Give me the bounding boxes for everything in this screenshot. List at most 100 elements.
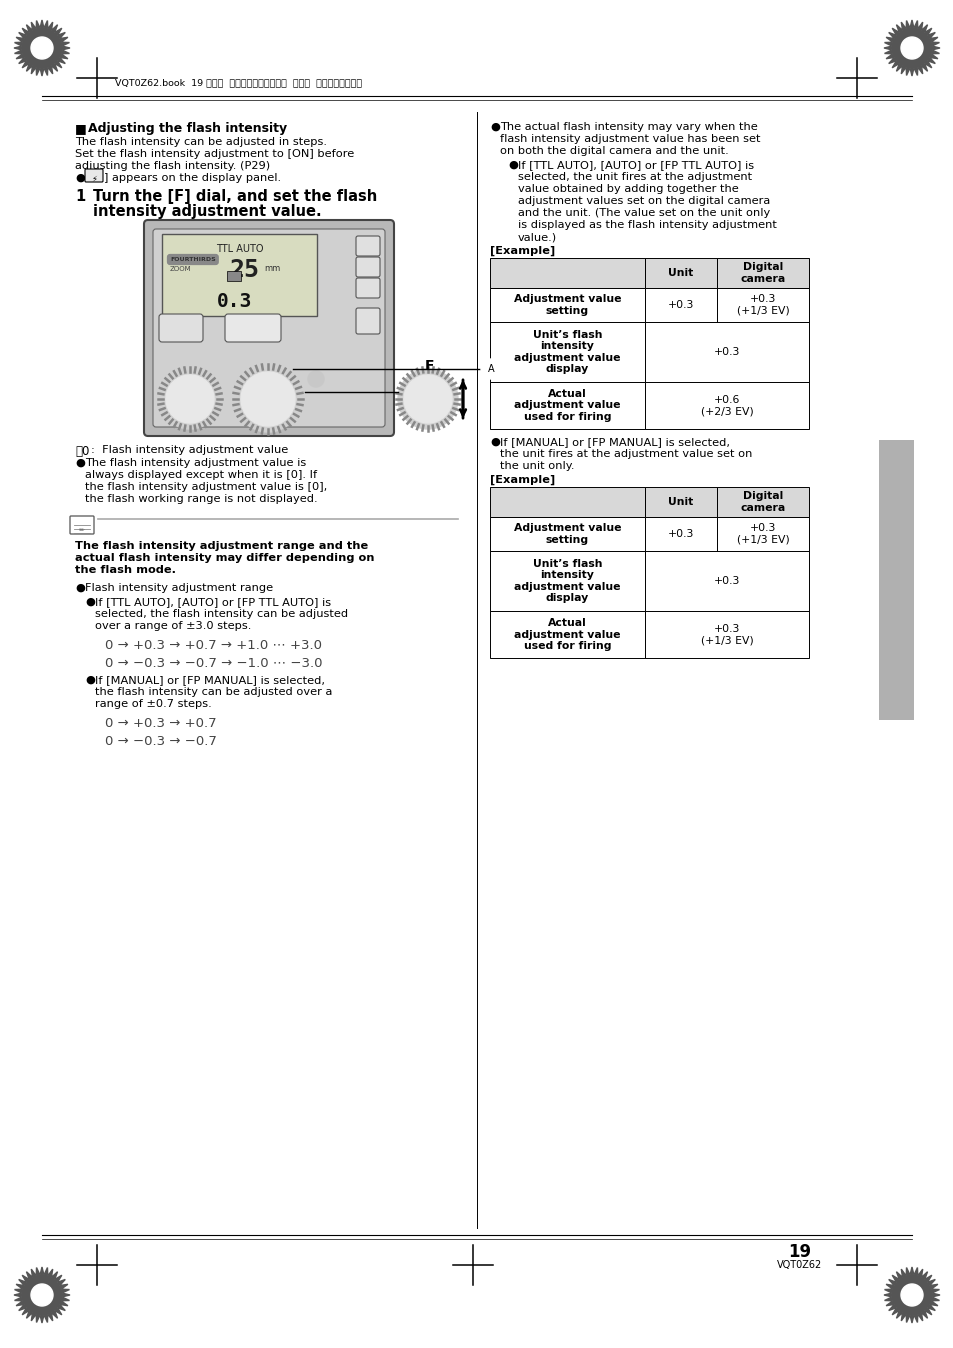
Polygon shape (14, 20, 70, 75)
Text: ●: ● (490, 123, 499, 132)
Text: Turn the [F] dial, and set the flash: Turn the [F] dial, and set the flash (92, 189, 376, 204)
Text: ●: ● (490, 437, 499, 448)
Text: Actual
adjustment value
used for firing: Actual adjustment value used for firing (514, 617, 620, 651)
Text: ●: ● (85, 597, 94, 607)
Text: [Example]: [Example] (490, 474, 555, 485)
Text: mm: mm (264, 264, 280, 274)
Text: selected, the flash intensity can be adjusted: selected, the flash intensity can be adj… (95, 609, 348, 619)
Bar (644, 487, 717, 518)
Text: 0 → +0.3 → +0.7: 0 → +0.3 → +0.7 (105, 717, 216, 731)
Bar (490, 257, 644, 288)
Text: FOURTHIRDS: FOURTHIRDS (170, 257, 215, 262)
Text: TTL AUTO: TTL AUTO (215, 244, 263, 253)
Text: ●: ● (75, 173, 85, 183)
Bar (717, 257, 808, 288)
Text: is displayed as the flash intensity adjustment: is displayed as the flash intensity adju… (517, 220, 776, 231)
Text: The flash intensity adjustment range and the: The flash intensity adjustment range and… (75, 541, 368, 551)
Text: +0.3: +0.3 (713, 346, 740, 357)
Text: on both the digital camera and the unit.: on both the digital camera and the unit. (499, 146, 728, 156)
Bar (717, 487, 808, 518)
Text: always displayed except when it is [0]. If: always displayed except when it is [0]. … (85, 470, 316, 480)
Text: ✏: ✏ (79, 527, 85, 532)
Text: ●: ● (85, 675, 94, 685)
Bar (717, 518, 808, 551)
Bar (227, 271, 241, 280)
Text: actual flash intensity may differ depending on: actual flash intensity may differ depend… (75, 553, 375, 563)
Text: Unit: Unit (668, 497, 693, 507)
Text: Actual
adjustment value
used for firing: Actual adjustment value used for firing (514, 390, 620, 422)
FancyBboxPatch shape (225, 314, 281, 342)
Bar (162, 235, 316, 315)
Bar (644, 551, 808, 611)
Text: ⚡: ⚡ (91, 174, 97, 183)
Circle shape (234, 367, 301, 431)
Text: If [TTL AUTO], [AUTO] or [FP TTL AUTO] is: If [TTL AUTO], [AUTO] or [FP TTL AUTO] i… (517, 160, 753, 170)
Bar (644, 288, 717, 322)
Text: over a range of ±3.0 steps.: over a range of ±3.0 steps. (95, 621, 251, 631)
Circle shape (308, 371, 324, 387)
Text: ■: ■ (75, 123, 87, 135)
Text: +0.3: +0.3 (667, 528, 694, 539)
Text: the flash working range is not displayed.: the flash working range is not displayed… (85, 493, 317, 504)
Text: range of ±0.7 steps.: range of ±0.7 steps. (95, 700, 212, 709)
Bar (644, 322, 808, 381)
Circle shape (403, 375, 452, 423)
Text: Unit’s flash
intensity
adjustment value
display: Unit’s flash intensity adjustment value … (514, 330, 620, 375)
Text: selected, the unit fires at the adjustment: selected, the unit fires at the adjustme… (517, 173, 751, 182)
Text: +0.3
(+1/3 EV): +0.3 (+1/3 EV) (736, 294, 788, 315)
FancyBboxPatch shape (159, 314, 203, 342)
FancyBboxPatch shape (355, 307, 379, 334)
Circle shape (900, 1285, 923, 1306)
Text: If [MANUAL] or [FP MANUAL] is selected,: If [MANUAL] or [FP MANUAL] is selected, (499, 437, 729, 448)
Polygon shape (883, 20, 939, 75)
Text: The flash intensity can be adjusted in steps.: The flash intensity can be adjusted in s… (75, 137, 327, 147)
FancyBboxPatch shape (144, 220, 394, 435)
FancyBboxPatch shape (355, 278, 379, 298)
Text: Unit: Unit (668, 268, 693, 278)
Text: VQT0Z62.book  19 ページ  ２００６年６月２２日  木曜日  午前１１晏４６分: VQT0Z62.book 19 ページ ２００６年６月２２日 木曜日 午前１１晏… (115, 78, 362, 88)
Text: VQT0Z62: VQT0Z62 (777, 1260, 821, 1270)
Text: Set the flash intensity adjustment to [ON] before: Set the flash intensity adjustment to [O… (75, 150, 354, 159)
Text: Adjustment value
setting: Adjustment value setting (514, 523, 620, 545)
Text: The flash intensity adjustment value is: The flash intensity adjustment value is (85, 458, 306, 468)
Text: Digital
camera: Digital camera (740, 263, 785, 284)
Text: +0.3
(+1/3 EV): +0.3 (+1/3 EV) (736, 523, 788, 545)
Text: The actual flash intensity may vary when the: The actual flash intensity may vary when… (499, 123, 757, 132)
Bar (490, 487, 644, 518)
Circle shape (900, 36, 923, 59)
Text: and the unit. (The value set on the unit only: and the unit. (The value set on the unit… (517, 208, 769, 218)
Bar (490, 518, 644, 551)
Text: +0.6
(+2/3 EV): +0.6 (+2/3 EV) (700, 395, 753, 417)
Text: ] appears on the display panel.: ] appears on the display panel. (104, 173, 281, 183)
Text: If [TTL AUTO], [AUTO] or [FP TTL AUTO] is: If [TTL AUTO], [AUTO] or [FP TTL AUTO] i… (95, 597, 331, 607)
Bar (490, 551, 644, 611)
Text: +0.3: +0.3 (667, 301, 694, 310)
Text: 1: 1 (75, 189, 85, 204)
Text: :  Flash intensity adjustment value: : Flash intensity adjustment value (91, 445, 288, 456)
Text: If [MANUAL] or [FP MANUAL] is selected,: If [MANUAL] or [FP MANUAL] is selected, (95, 675, 325, 685)
Text: ⑀0: ⑀0 (75, 445, 90, 458)
Circle shape (30, 1285, 53, 1306)
Text: 25: 25 (230, 257, 260, 282)
Text: value.): value.) (517, 232, 557, 243)
Text: the unit fires at the adjustment value set on: the unit fires at the adjustment value s… (499, 449, 752, 460)
Text: adjusting the flash intensity. (P29): adjusting the flash intensity. (P29) (75, 160, 270, 171)
Text: 0 → −0.3 → −0.7 → −1.0 ⋯ −3.0: 0 → −0.3 → −0.7 → −1.0 ⋯ −3.0 (105, 656, 322, 670)
Bar (717, 288, 808, 322)
Text: 0.3: 0.3 (216, 293, 252, 311)
Text: ●: ● (75, 458, 85, 468)
Circle shape (480, 359, 500, 379)
Text: the flash mode.: the flash mode. (75, 565, 175, 576)
Bar (644, 257, 717, 288)
Text: 19: 19 (787, 1243, 811, 1260)
Bar (644, 381, 808, 429)
Text: adjustment values set on the digital camera: adjustment values set on the digital cam… (517, 195, 769, 206)
Circle shape (241, 372, 294, 426)
Text: value obtained by adding together the: value obtained by adding together the (517, 183, 738, 194)
Bar (490, 322, 644, 381)
Circle shape (397, 369, 457, 429)
FancyBboxPatch shape (355, 257, 379, 276)
Text: +0.3
(+1/3 EV): +0.3 (+1/3 EV) (700, 624, 753, 646)
Text: +0.3: +0.3 (713, 576, 740, 586)
Text: flash intensity adjustment value has been set: flash intensity adjustment value has bee… (499, 133, 760, 144)
